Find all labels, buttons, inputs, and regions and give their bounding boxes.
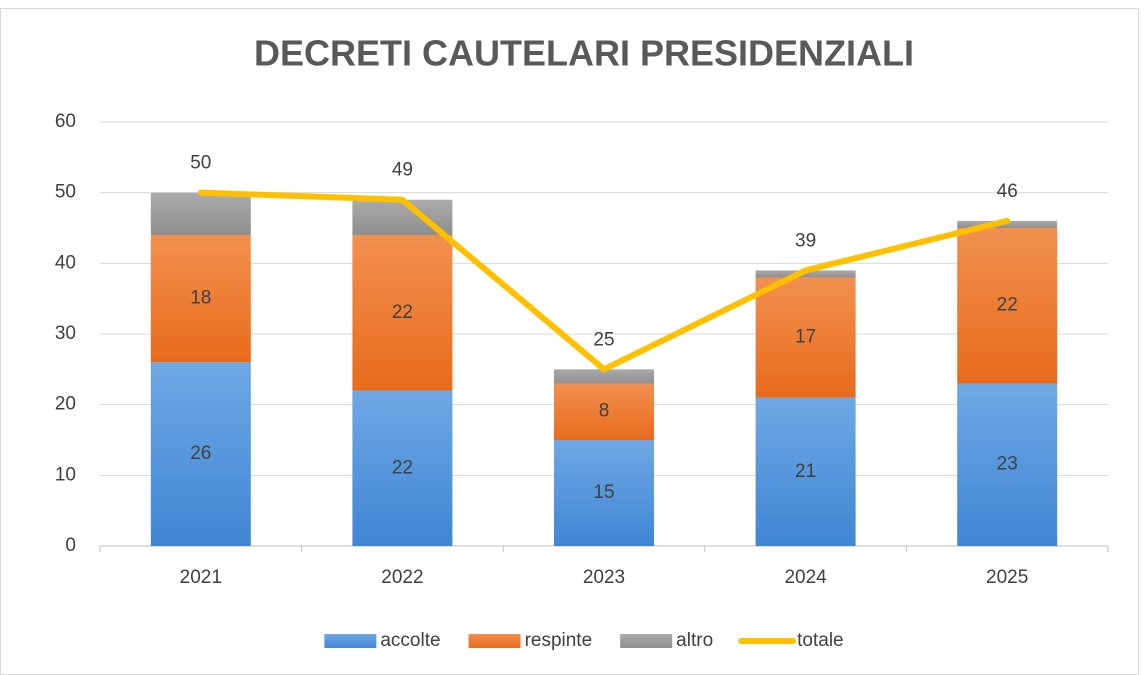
legend-label: totale (797, 630, 843, 651)
legend-label: respinte (525, 630, 593, 651)
x-tick-label: 2025 (986, 567, 1028, 588)
x-tick-label: 2022 (381, 567, 423, 588)
data-label: 49 (392, 160, 413, 181)
data-label: 25 (593, 329, 614, 350)
bar-segment (755, 277, 856, 398)
chart-title: DECRETI CAUTELARI PRESIDENZIALI (254, 33, 914, 74)
y-tick-label: 0 (65, 535, 76, 556)
x-tick-label: 2021 (180, 567, 222, 588)
bar-segment (755, 270, 856, 278)
bar-segment (957, 228, 1058, 384)
data-label: 8 (599, 401, 610, 422)
bar-segment (352, 235, 453, 391)
bar-segment (554, 440, 654, 546)
data-label: 46 (997, 181, 1018, 202)
y-tick-label: 30 (55, 323, 76, 344)
bar-segment (150, 362, 251, 546)
x-tick-label: 2023 (583, 567, 625, 588)
data-label: 39 (795, 230, 816, 251)
data-label: 22 (997, 295, 1018, 316)
x-tick-label: 2024 (784, 567, 827, 588)
data-label: 17 (795, 327, 816, 348)
bar-segment (352, 390, 453, 546)
total-line (197, 189, 1011, 373)
bar-segment (150, 235, 251, 363)
data-label: 23 (997, 454, 1018, 475)
data-label: 26 (190, 443, 211, 464)
bar-segment (957, 383, 1058, 546)
data-label: 50 (190, 153, 211, 174)
y-tick-label: 20 (55, 394, 76, 415)
bar-segment (957, 220, 1058, 228)
y-tick-label: 60 (55, 111, 76, 132)
legend-swatch (620, 634, 673, 648)
y-tick-label: 10 (55, 464, 76, 485)
bar-segment (554, 369, 654, 384)
data-label: 18 (190, 288, 211, 309)
data-label: 15 (593, 482, 614, 503)
legend-label: altro (676, 630, 713, 651)
data-label: 21 (795, 461, 816, 482)
legend-swatch (468, 634, 521, 648)
legend-label: accolte (380, 630, 440, 651)
bar-segment (755, 397, 856, 546)
bar-segment (150, 192, 251, 236)
y-tick-label: 40 (55, 252, 76, 273)
y-tick-label: 50 (55, 182, 76, 203)
data-label: 22 (392, 457, 413, 478)
bar-segment (554, 383, 654, 440)
legend-swatch (324, 634, 377, 648)
data-label: 22 (392, 302, 413, 323)
